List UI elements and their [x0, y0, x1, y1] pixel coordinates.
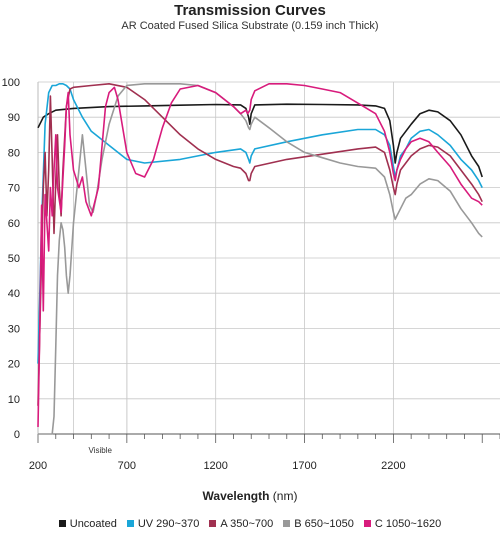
x-axis-title: Wavelength — [202, 489, 270, 503]
legend-label: UV 290~370 — [137, 518, 200, 530]
y-tick-label: 70 — [8, 183, 20, 195]
series-line-2 — [37, 83, 483, 364]
legend-label: A 350~700 — [220, 518, 274, 530]
series-line-4 — [38, 83, 483, 435]
legend-label: B 650~1050 — [294, 518, 354, 530]
y-tick-label: 20 — [8, 359, 20, 371]
x-tick-label: 2200 — [381, 460, 405, 472]
visible-annotation: Visible — [88, 446, 112, 455]
legend-item: UV 290~370 — [126, 518, 200, 530]
legend-swatch — [126, 520, 134, 527]
y-tick-label: 10 — [8, 394, 20, 406]
series-line-5 — [37, 83, 483, 428]
y-tick-label: 90 — [8, 112, 20, 124]
y-tick-label: 30 — [8, 323, 20, 335]
legend-item: Uncoated — [58, 518, 117, 530]
legend-item: C 1050~1620 — [363, 518, 442, 530]
legend-label: C 1050~1620 — [374, 518, 442, 530]
x-axis-label: Wavelength (nm) — [0, 489, 500, 503]
legend-swatch — [58, 520, 66, 527]
legend-item: A 350~700 — [209, 518, 273, 530]
series-line-3 — [37, 83, 483, 406]
legend-item: B 650~1050 — [283, 518, 354, 530]
y-tick-label: 40 — [8, 288, 20, 300]
x-tick-label: 1700 — [292, 460, 316, 472]
legend-swatch — [209, 520, 217, 527]
tick-labels: 0 10 20 30 40 50 60 70 80 90 100 200 700 1200 1700 2200… — [2, 77, 406, 472]
y-tick-label: 80 — [8, 147, 20, 159]
y-tick-label: 60 — [8, 218, 20, 230]
legend-swatch — [363, 520, 371, 527]
axes — [37, 82, 500, 443]
x-tick-label: 1200 — [203, 460, 227, 472]
legend-label: Uncoated — [69, 518, 117, 530]
legend: Uncoated UV 290~370 A 350~700 B 650~1050 C 1… — [0, 518, 500, 530]
x-tick-label: 200 — [29, 460, 47, 472]
series-line-1 — [37, 103, 483, 178]
chart-title: Transmission Curves — [174, 2, 326, 19]
x-tick-label: 700 — [118, 460, 136, 472]
x-axis-unit: (nm) — [272, 489, 298, 503]
chart-subtitle: AR Coated Fused Silica Substrate (0.159 … — [121, 20, 379, 32]
y-tick-label: 0 — [14, 429, 20, 441]
legend-swatch — [283, 520, 291, 527]
series-lines — [37, 83, 483, 435]
y-tick-label: 50 — [8, 253, 20, 265]
y-tick-label: 100 — [2, 77, 20, 89]
